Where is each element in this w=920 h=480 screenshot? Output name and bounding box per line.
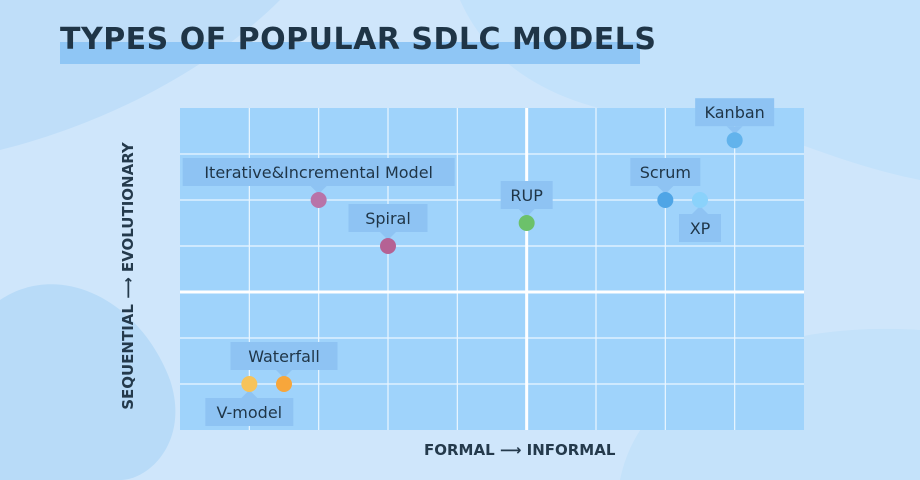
point-label-box bbox=[500, 181, 553, 209]
point-marker bbox=[276, 376, 292, 392]
point-label-pointer bbox=[276, 370, 292, 378]
x-axis-end-label: INFORMAL bbox=[526, 441, 616, 459]
point-marker bbox=[518, 215, 535, 231]
point-label-box bbox=[182, 158, 455, 186]
point-label-pointer bbox=[310, 186, 327, 194]
x-axis-label: FORMAL ⟶ INFORMAL bbox=[424, 441, 615, 459]
point-label: Iterative&Incremental Model bbox=[204, 163, 433, 182]
point-label-pointer bbox=[692, 206, 708, 214]
title-highlight bbox=[60, 42, 640, 64]
data-point-3: XP bbox=[679, 192, 721, 242]
point-label: RUP bbox=[510, 186, 543, 205]
point-label-box bbox=[348, 204, 428, 232]
point-label-pointer bbox=[518, 209, 535, 217]
point-label: Waterfall bbox=[248, 347, 320, 366]
data-point-1: Iterative&Incremental Model bbox=[182, 158, 455, 208]
point-label: Kanban bbox=[705, 103, 765, 122]
point-marker bbox=[380, 238, 396, 254]
title-block: TYPES OF POPULAR SDLC MODELS bbox=[60, 22, 657, 64]
plot-area bbox=[180, 108, 804, 430]
point-marker bbox=[692, 192, 708, 208]
point-label-pointer bbox=[241, 390, 258, 398]
point-label-pointer bbox=[380, 232, 396, 240]
point-label-box bbox=[679, 214, 721, 242]
point-label-box bbox=[695, 98, 775, 127]
point-label: XP bbox=[690, 219, 711, 238]
data-point-6: Waterfall bbox=[230, 342, 338, 392]
page-title: TYPES OF POPULAR SDLC MODELS bbox=[60, 22, 657, 57]
y-axis-arrow-icon: ⟶ bbox=[119, 272, 137, 299]
point-label-box bbox=[630, 158, 701, 186]
data-point-4: Spiral bbox=[348, 204, 428, 254]
point-label: Scrum bbox=[640, 163, 691, 182]
point-marker bbox=[310, 192, 327, 208]
point-label-box bbox=[205, 398, 294, 426]
data-point-5: RUP bbox=[500, 181, 553, 231]
point-label-box bbox=[230, 342, 338, 370]
point-marker bbox=[726, 132, 743, 149]
y-axis-end-label: EVOLUTIONARY bbox=[119, 142, 137, 273]
x-axis-start-label: FORMAL bbox=[424, 441, 495, 459]
point-marker bbox=[241, 376, 258, 392]
point-label-pointer bbox=[657, 186, 674, 194]
y-axis-label: SEQUENTIAL ⟶ EVOLUTIONARY bbox=[119, 142, 137, 410]
data-point-7: V-model bbox=[205, 376, 294, 426]
point-label: V-model bbox=[217, 403, 283, 422]
y-axis-start-label: SEQUENTIAL bbox=[119, 304, 137, 410]
point-label-pointer bbox=[726, 126, 743, 135]
point-label: Spiral bbox=[365, 209, 411, 228]
data-point-2: Scrum bbox=[630, 158, 701, 208]
data-point-0: Kanban bbox=[695, 98, 775, 149]
x-axis-arrow-icon: ⟶ bbox=[499, 441, 527, 459]
point-marker bbox=[657, 192, 674, 208]
